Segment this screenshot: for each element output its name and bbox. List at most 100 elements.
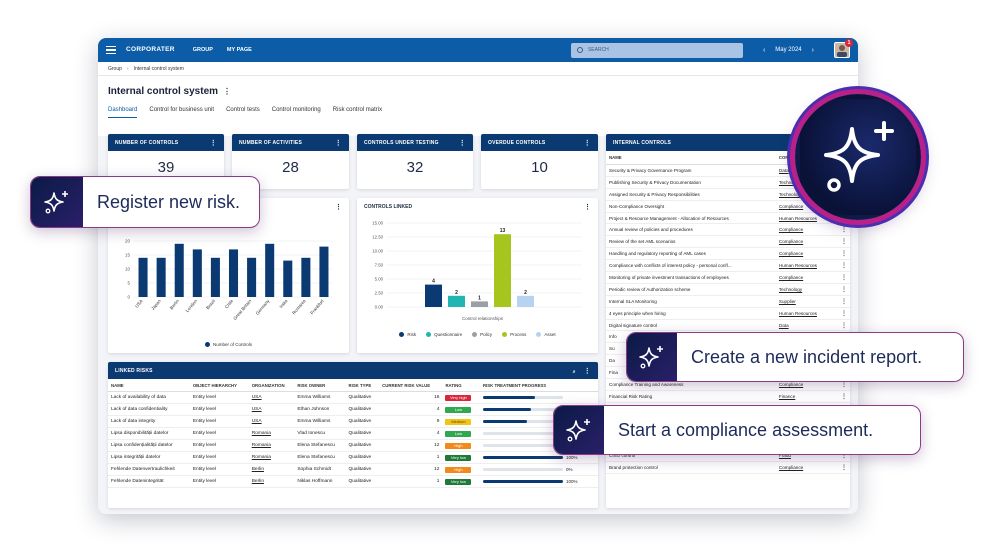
control-category[interactable]: Human Resources <box>775 259 835 273</box>
table-row[interactable]: Fehlende Datenintegrität Entity level Berl… <box>108 475 598 488</box>
table-row[interactable]: Lipsa integrității datelor Entity level Ro… <box>108 451 598 464</box>
ai-assistant-badge[interactable] <box>795 94 921 220</box>
row-menu-icon[interactable]: ⋮ <box>834 319 850 332</box>
progress-fill <box>482 419 527 423</box>
table-row[interactable]: Annual review of policies and procedures… <box>606 223 850 237</box>
column-header[interactable]: RISK OWNER <box>294 379 346 392</box>
table-row[interactable]: Project & Resource Management - Allocati… <box>606 212 850 225</box>
column-header[interactable]: RATING <box>442 379 480 392</box>
row-menu-icon[interactable]: ⋮ <box>834 247 850 261</box>
tab-control-tests[interactable]: Control tests <box>226 107 260 113</box>
control-category[interactable]: Compliance <box>775 235 835 249</box>
control-category[interactable]: Data <box>775 319 835 332</box>
cell-org[interactable]: Romania <box>248 439 295 452</box>
legend-item[interactable]: Asset <box>536 332 556 337</box>
column-header[interactable]: RISK TREATMENT PROGRESS <box>479 379 598 392</box>
row-menu-icon[interactable]: ⋮ <box>834 295 850 308</box>
bar <box>247 257 257 297</box>
register-risk-callout[interactable]: Register new risk. <box>30 176 260 228</box>
tab-control-monitoring[interactable]: Control monitoring <box>271 107 321 113</box>
tab-control-business-unit[interactable]: Control for business unit <box>149 107 215 113</box>
table-row[interactable]: Lack of data confidentiality Entity level… <box>108 403 598 416</box>
row-menu-icon[interactable]: ⋮ <box>834 390 850 403</box>
legend-item[interactable]: Risk <box>399 332 416 337</box>
legend-item[interactable]: Process <box>502 332 526 337</box>
more-options-icon[interactable]: ⋮ <box>583 367 591 375</box>
control-category[interactable]: Compliance <box>775 223 835 237</box>
avatar[interactable]: 1 <box>834 39 853 58</box>
compliance-assessment-callout[interactable]: Start a compliance assessment. <box>553 405 921 455</box>
hamburger-icon[interactable] <box>106 46 116 54</box>
table-row[interactable]: Internal SLA Monitoring Supplier ⋮ <box>606 295 850 308</box>
more-options-icon[interactable]: ⋮ <box>334 139 342 147</box>
table-row[interactable]: Compliance with conflicts of interest po… <box>606 259 850 273</box>
table-row[interactable]: Handling and regulatory reporting of AML… <box>606 247 850 261</box>
more-options-icon[interactable]: ⋮ <box>209 139 217 147</box>
app-logo[interactable]: CORPORATER <box>126 46 175 53</box>
more-options-icon[interactable]: ⋮ <box>584 203 591 211</box>
tab-risk-control-matrix[interactable]: Risk control matrix <box>332 107 383 113</box>
row-menu-icon[interactable]: ⋮ <box>834 259 850 273</box>
control-category[interactable]: Compliance <box>775 271 835 284</box>
row-menu-icon[interactable]: ⋮ <box>834 271 850 284</box>
row-menu-icon[interactable]: ⋮ <box>834 307 850 320</box>
kpi-controls-under-testing[interactable]: CONTROLS UNDER TESTING ⋮ 32 <box>357 134 473 189</box>
cell-org[interactable]: USA <box>248 415 295 428</box>
table-row[interactable]: Brand protection control Compliance ⋮ <box>606 461 850 475</box>
row-menu-icon[interactable]: ⋮ <box>834 223 850 237</box>
period-label[interactable]: May 2024 <box>775 47 802 53</box>
legend-item[interactable]: Questionnaire <box>426 332 462 337</box>
table-row[interactable]: 4 eyes principle when hiring Human Resour… <box>606 307 850 320</box>
column-header[interactable]: CURRENT RISK VALUE <box>379 379 443 392</box>
control-category[interactable]: Finance <box>775 390 835 403</box>
control-category[interactable]: Compliance <box>775 247 835 261</box>
column-header[interactable]: NAME <box>606 151 776 165</box>
prev-period-icon[interactable]: ‹ <box>762 46 766 54</box>
control-category[interactable]: Human Resources <box>775 307 835 320</box>
cell-org[interactable]: USA <box>248 391 295 404</box>
more-options-icon[interactable]: ⋮ <box>223 87 232 96</box>
table-row[interactable]: Lack of data integrity Entity level USA Emm… <box>108 415 598 428</box>
more-options-icon[interactable]: ⋮ <box>583 139 591 147</box>
cell-org[interactable]: Romania <box>248 451 295 464</box>
search-input[interactable]: SEARCH <box>570 42 743 58</box>
breadcrumb-group[interactable]: Group <box>108 65 122 72</box>
table-row[interactable]: Lack of availability of data Entity level… <box>108 391 598 404</box>
control-category[interactable]: Supplier <box>775 295 835 308</box>
more-options-icon[interactable]: ⋮ <box>335 203 342 211</box>
control-category[interactable]: Compliance <box>775 461 835 475</box>
search-icon[interactable]: ⌕ <box>572 368 576 375</box>
cell-org[interactable]: USA <box>248 403 295 416</box>
nav-my-page[interactable]: MY PAGE <box>226 47 252 53</box>
column-header[interactable]: OBJECT HIERARCHY <box>189 379 249 392</box>
control-category[interactable]: Technology <box>775 283 835 296</box>
table-row[interactable]: Lipsa confidențialității datelor Entity l… <box>108 439 598 452</box>
callout-text: Start a compliance assessment. <box>618 419 874 440</box>
column-header[interactable]: RISK TYPE <box>345 379 380 392</box>
table-row[interactable]: Lipsa disponibilității datelor Entity lev… <box>108 427 598 440</box>
next-period-icon[interactable]: › <box>811 46 814 54</box>
row-menu-icon[interactable]: ⋮ <box>834 235 850 249</box>
table-row[interactable]: Digital signature control Data ⋮ <box>606 319 850 332</box>
nav-group[interactable]: GROUP <box>192 47 213 53</box>
table-row[interactable]: Review of the set AML scenarios Complianc… <box>606 235 850 249</box>
row-menu-icon[interactable]: ⋮ <box>834 461 850 475</box>
table-row[interactable]: Fehlende Datenvertraulichkeit Entity leve… <box>108 463 598 476</box>
tab-dashboard[interactable]: Dashboard <box>108 107 138 118</box>
column-header[interactable]: ORGANIZATION <box>248 379 295 392</box>
table-row[interactable]: Monitoring of private investment transac… <box>606 271 850 284</box>
more-options-icon[interactable]: ⋮ <box>458 139 466 147</box>
sparkle-icon <box>627 333 677 381</box>
row-menu-icon[interactable]: ⋮ <box>834 283 850 296</box>
table-row[interactable]: Periodic review of Authorization scheme T… <box>606 283 850 296</box>
cell-org[interactable]: Romania <box>248 427 295 440</box>
kpi-number-of-activities[interactable]: NUMBER OF ACTIVITIES ⋮ 28 <box>232 134 349 189</box>
column-header[interactable]: NAME <box>108 379 190 392</box>
control-category[interactable]: Human Resources <box>775 212 835 225</box>
cell-org[interactable]: Berlin <box>248 475 295 488</box>
kpi-overdue-controls[interactable]: OVERDUE CONTROLS ⋮ 10 <box>481 134 598 189</box>
legend-item[interactable]: Policy <box>472 332 492 337</box>
incident-report-callout[interactable]: Create a new incident report. <box>626 332 964 382</box>
table-row[interactable]: Financial Risk Rating Finance ⋮ <box>606 390 850 403</box>
cell-org[interactable]: Berlin <box>248 463 295 476</box>
